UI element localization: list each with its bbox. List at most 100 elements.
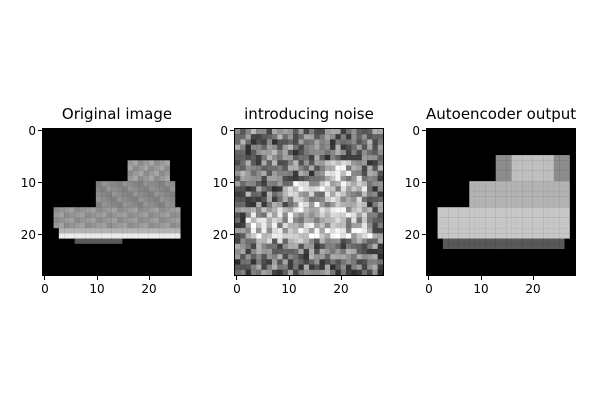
pixel: [559, 217, 565, 223]
pixel: [538, 191, 544, 197]
pixel: [138, 202, 144, 208]
pixel: [293, 264, 299, 270]
pixel: [346, 202, 352, 208]
pixel: [164, 170, 170, 177]
pixel: [522, 181, 528, 187]
pixel: [340, 165, 347, 171]
pixel: [293, 259, 299, 265]
pixel: [324, 196, 331, 203]
pixel: [372, 129, 378, 135]
pixel: [516, 186, 523, 192]
pixel: [367, 170, 373, 177]
pixel: [340, 181, 347, 187]
pixel: [287, 254, 294, 260]
pixel: [250, 139, 257, 145]
pixel: [143, 186, 149, 192]
pixel: [256, 238, 262, 244]
pixel: [106, 217, 112, 223]
pixel: [138, 212, 144, 218]
pixel: [164, 228, 170, 234]
pixel: [250, 217, 257, 223]
pixel: [490, 181, 496, 187]
pixel: [117, 181, 123, 187]
pixel: [553, 160, 560, 166]
pixel: [340, 217, 347, 223]
pixel: [127, 196, 133, 203]
pixel: [346, 175, 352, 182]
pixel: [309, 228, 315, 234]
pixel: [377, 191, 383, 197]
pixel: [309, 149, 315, 156]
pixel: [532, 212, 539, 218]
pixel: [559, 196, 565, 203]
pixel: [351, 175, 357, 182]
pixel: [314, 139, 320, 145]
pixel: [175, 217, 181, 223]
pixel: [330, 222, 336, 229]
pixel: [553, 222, 560, 229]
pixel: [282, 181, 288, 187]
pixel: [298, 155, 304, 161]
pixel: [335, 248, 341, 255]
pixel: [522, 243, 528, 250]
pixel: [527, 196, 533, 203]
pixel: [245, 196, 251, 203]
pixel: [74, 222, 81, 229]
pixel: [356, 202, 362, 208]
pixel: [367, 196, 373, 203]
pixel: [516, 155, 523, 161]
pixel: [516, 165, 523, 171]
pixel: [272, 202, 278, 208]
pixel: [495, 243, 502, 250]
pixel: [240, 222, 246, 229]
pixel: [495, 222, 502, 229]
pixel: [245, 139, 251, 145]
pixel: [235, 181, 241, 187]
pixel: [240, 144, 246, 150]
pixel: [548, 165, 554, 171]
pixel: [240, 149, 246, 156]
pixel: [245, 155, 251, 161]
pixel: [164, 212, 170, 218]
pixel: [532, 165, 539, 171]
pixel: [175, 228, 181, 234]
pixel: [245, 186, 251, 192]
pixel: [309, 202, 315, 208]
pixel: [548, 170, 554, 177]
pixel: [538, 186, 544, 192]
pixel: [324, 248, 331, 255]
pixel: [256, 248, 262, 255]
pixel: [245, 233, 251, 239]
pixel: [298, 254, 304, 260]
pixel: [532, 238, 539, 244]
pixel: [324, 181, 331, 187]
pixel: [277, 175, 283, 182]
pixel: [293, 170, 299, 177]
shoe-image-reconstructed: [437, 155, 570, 250]
pixel: [303, 165, 310, 171]
pixel: [367, 134, 373, 140]
pixel: [485, 212, 491, 218]
pixel: [522, 170, 528, 177]
pixel: [490, 228, 496, 234]
pixel: [511, 165, 517, 171]
pixel: [101, 181, 107, 187]
pixel: [266, 134, 273, 140]
pixel: [235, 129, 241, 135]
pixel: [138, 165, 144, 171]
y-tick: [422, 234, 426, 235]
pixel: [442, 222, 449, 229]
pixel: [245, 264, 251, 270]
pixel: [522, 217, 528, 223]
pixel: [240, 160, 246, 166]
pixel: [240, 243, 246, 250]
pixel: [272, 170, 278, 177]
pixel: [448, 228, 454, 234]
pixel: [277, 134, 283, 140]
pixel: [250, 186, 257, 192]
pixel: [277, 269, 283, 275]
pixel: [377, 134, 383, 140]
pixel: [122, 233, 128, 239]
pixel: [324, 202, 331, 208]
pixel: [261, 217, 267, 223]
